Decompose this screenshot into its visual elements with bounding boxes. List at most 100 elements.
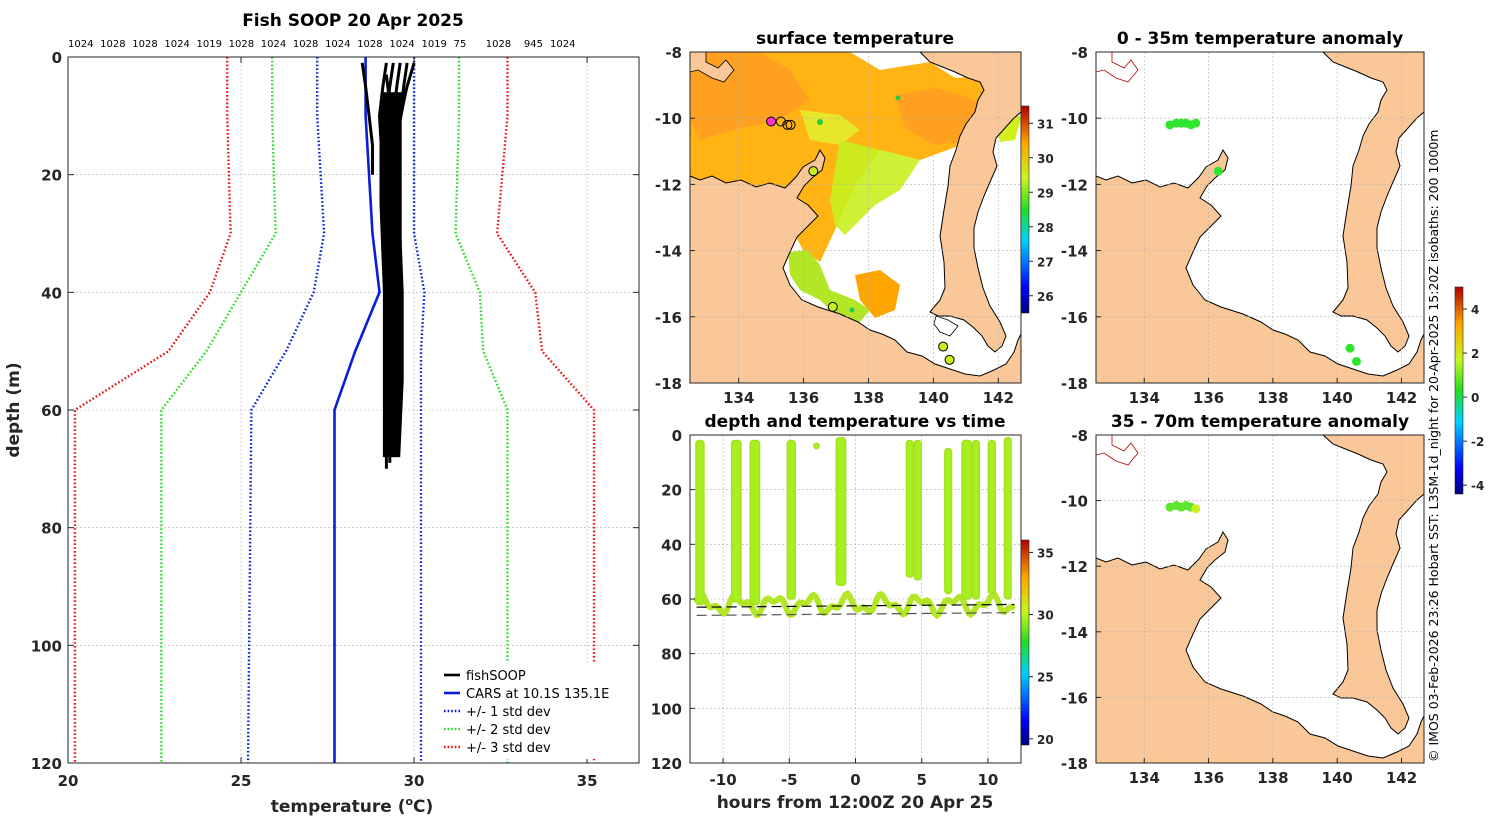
- profile-x-label: temperature (oC): [271, 795, 434, 817]
- fishsoop-cast-band: [379, 92, 408, 458]
- legend-label: +/- 2 std dev: [466, 723, 551, 738]
- surface-colorbar-ticks: 26 27 28 29 30 31: [1029, 117, 1054, 304]
- depth-time-x-label: hours from 12:00Z 20 Apr 25: [717, 793, 994, 813]
- profile-y-tick-label: 0: [52, 49, 62, 67]
- dive-trace: [835, 436, 847, 587]
- seafloor-line: [696, 612, 1015, 617]
- profile-title: Fish SOOP 20 Apr 2025: [242, 11, 464, 31]
- anomaly-colorbar-ticks: -4 -2 0 2 4: [1463, 303, 1484, 493]
- surface-map-y-tick-label: -14: [655, 243, 682, 261]
- surface-map-title: surface temperature: [756, 29, 954, 49]
- imos-credit: © IMOS 03-Feb-2026 23:26 Hobart SST: L3S…: [1426, 130, 1441, 762]
- depth-time-x-tick-label: 10: [977, 771, 998, 789]
- legend-box: [438, 663, 634, 759]
- dive-trace: [905, 439, 914, 578]
- anomaly-35-70-panel: 35 - 70m temperature anomaly 134 136 138 14…: [1061, 412, 1425, 787]
- surface-colorbar: [1020, 105, 1030, 314]
- anomaly-0-35-y-tick-label: -16: [1061, 309, 1088, 327]
- surface-colorbar-tick-label: 27: [1037, 255, 1054, 269]
- depth-time-colorbar-tick-label: 20: [1037, 733, 1054, 747]
- pressure-label: 1024: [550, 39, 575, 50]
- anomaly-35-70-points: [1165, 501, 1201, 514]
- anomaly-0-35-y-tick-label: -10: [1061, 110, 1088, 128]
- profile-series-line: [160, 57, 277, 763]
- cast-marker: [938, 341, 949, 352]
- anomaly-point: [1191, 504, 1201, 514]
- legend-label: +/- 3 std dev: [466, 741, 551, 756]
- pressure-label: 1028: [357, 39, 382, 50]
- depth-time-x-tick-label: 0: [850, 771, 860, 789]
- dive-trace: [730, 439, 742, 603]
- depth-time-x-tick-label: -5: [781, 771, 798, 789]
- anomaly-0-35-x-tick-label: 140: [1322, 389, 1353, 407]
- cast-marker: [775, 116, 786, 127]
- pressure-label: 1024: [389, 39, 414, 50]
- pressure-label: 1028: [229, 39, 254, 50]
- surface-temperature-panel: surface temperature 134 136 138 140 142 -8 -10…: [655, 29, 1054, 407]
- profile-x-ticks: 20 25 30 35: [58, 57, 598, 790]
- dive-trace: [1003, 436, 1012, 600]
- anomaly-35-70-y-tick-label: -16: [1061, 689, 1088, 707]
- cast-marker: [944, 354, 955, 365]
- depth-time-colorbar-tick-label: 25: [1037, 671, 1054, 685]
- surface-map-x-tick-label: 142: [983, 389, 1014, 407]
- anomaly-colorbar: [1454, 286, 1464, 495]
- dive-trace: [813, 442, 820, 450]
- profile-x-tick-label: 25: [231, 772, 252, 790]
- legend-label: CARS at 10.1S 135.1E: [466, 687, 609, 702]
- anomaly-35-70-y-tick-label: -10: [1061, 493, 1088, 511]
- cast-marker: [785, 119, 796, 130]
- surface-map-y-tick-label: -12: [655, 176, 682, 194]
- pressure-label: 945: [524, 39, 543, 50]
- anomaly-0-35-x-tick-label: 136: [1193, 389, 1224, 407]
- anomaly-colorbar-tick-label: 2: [1471, 347, 1479, 361]
- legend-label: +/- 1 std dev: [466, 705, 551, 720]
- pressure-label: 1024: [68, 39, 93, 50]
- profile-y-tick-label: 60: [41, 402, 62, 420]
- anomaly-35-70-x-tick-label: 134: [1129, 769, 1160, 787]
- depth-time-y-tick-label: 0: [672, 427, 682, 445]
- dive-trace: [749, 439, 761, 606]
- cast-marker: [766, 116, 777, 127]
- anomaly-35-70-x-tick-label: 140: [1322, 769, 1353, 787]
- anomaly-0-35-x-tick-label: 142: [1386, 389, 1417, 407]
- fishsoop-cast-line: [360, 62, 374, 175]
- profile-panel: Fish SOOP 20 Apr 2025 1024 1028 1028 1024 10…: [4, 11, 640, 817]
- surface-map-x-tick-label: 134: [723, 389, 754, 407]
- dive-trace: [695, 439, 705, 606]
- profile-series-line: [246, 57, 326, 763]
- dive-trace: [944, 447, 953, 595]
- pressure-label: 1024: [164, 39, 189, 50]
- profile-legend: fishSOOP CARS at 10.1S 135.1E +/- 1 std de…: [438, 663, 634, 759]
- anomaly-0-35-title: 0 - 35m temperature anomaly: [1117, 29, 1403, 49]
- anomaly-colorbar-tick-label: 4: [1471, 303, 1479, 317]
- cast-marker: [808, 166, 819, 177]
- profile-series-line: [495, 57, 596, 763]
- profile-series-line: [454, 57, 509, 763]
- anomaly-0-35-y-tick-label: -12: [1061, 176, 1088, 194]
- depth-time-colorbar: [1020, 539, 1030, 746]
- anomaly-35-70-title: 35 - 70m temperature anomaly: [1111, 412, 1409, 432]
- depth-time-y-tick-label: 120: [651, 755, 682, 773]
- surface-map-y-tick-label: -18: [655, 375, 682, 393]
- anomaly-35-70-y-tick-label: -8: [1071, 427, 1088, 445]
- anomaly-0-35-x-tick-label: 138: [1257, 389, 1288, 407]
- cast-marker: [827, 301, 838, 312]
- pressure-label-row: 1024 1028 1028 1024 1019 1028 1024 1028 1024 1028…: [68, 39, 575, 50]
- surface-colorbar-tick-label: 30: [1037, 152, 1054, 166]
- profile-y-tick-label: 100: [31, 637, 62, 655]
- anomaly-35-70-x-tick-label: 136: [1193, 769, 1224, 787]
- profile-series: [73, 57, 596, 763]
- depth-time-colorbar-tick-label: 35: [1037, 546, 1054, 560]
- profile-y-tick-label: 80: [41, 520, 62, 538]
- cast-marker: [782, 119, 793, 130]
- legend-label: fishSOOP: [466, 669, 526, 684]
- anomaly-0-35-y-tick-label: -14: [1061, 243, 1088, 261]
- anomaly-35-70-x-tick-label: 138: [1257, 769, 1288, 787]
- anomaly-0-35-points: [1165, 118, 1361, 366]
- surface-map-x-tick-label: 136: [788, 389, 819, 407]
- profile-y-tick-label: 120: [31, 755, 62, 773]
- anomaly-35-70-y-tick-label: -12: [1061, 558, 1088, 576]
